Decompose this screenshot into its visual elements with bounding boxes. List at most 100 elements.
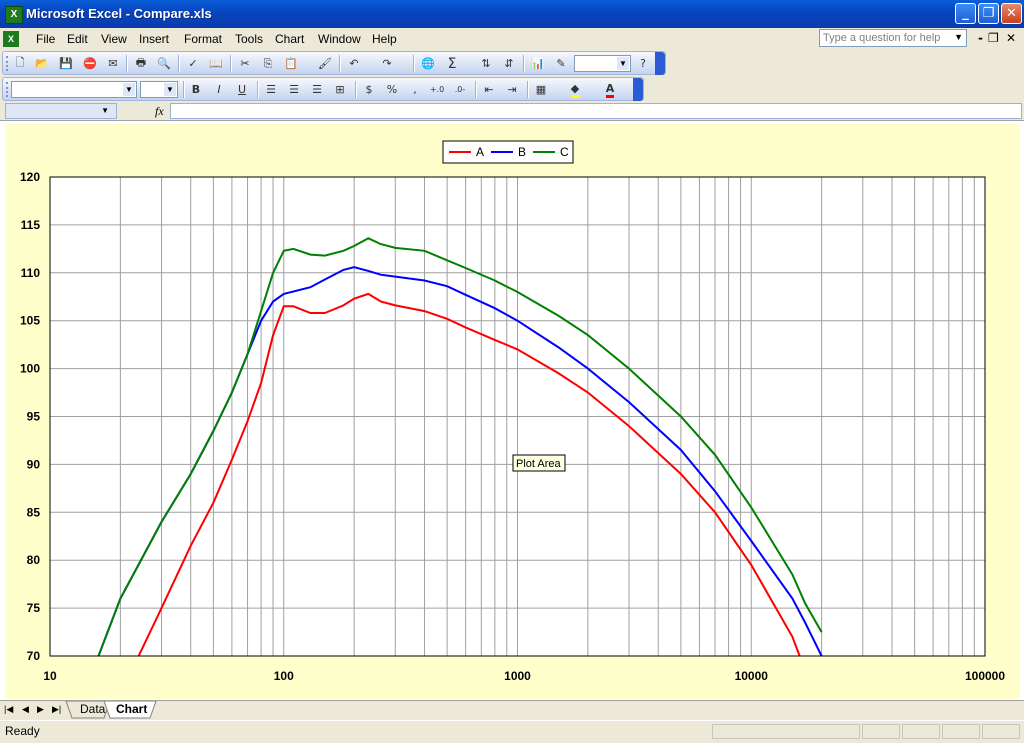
chevron-down-icon[interactable]: ▼ bbox=[101, 106, 109, 115]
maximize-button[interactable]: ❐ bbox=[978, 3, 999, 24]
email-icon[interactable]: ✉ bbox=[108, 57, 118, 70]
decrease-decimal-button[interactable]: .0- bbox=[454, 85, 466, 94]
help-search-box[interactable]: Type a question for help ▼ bbox=[819, 29, 967, 47]
spelling-icon[interactable]: ✓ bbox=[188, 57, 198, 70]
italic-button[interactable]: I bbox=[217, 83, 221, 96]
menu-view[interactable]: View bbox=[101, 32, 127, 46]
status-cell bbox=[942, 724, 980, 739]
decrease-indent-icon[interactable]: ⇤ bbox=[484, 83, 494, 96]
save-icon[interactable]: 💾 bbox=[59, 57, 73, 70]
y-tick-label: 105 bbox=[20, 314, 40, 328]
align-left-icon[interactable]: ☰ bbox=[266, 83, 276, 96]
workbook-icon[interactable]: X bbox=[3, 31, 19, 47]
drawing-icon[interactable]: ✎ bbox=[556, 57, 566, 70]
menu-help[interactable]: Help bbox=[372, 32, 397, 46]
menu-file[interactable]: File bbox=[36, 32, 56, 46]
comma-button[interactable]: , bbox=[413, 83, 417, 96]
hyperlink-icon[interactable]: 🌐 bbox=[421, 57, 435, 70]
cut-icon[interactable]: ✂ bbox=[240, 57, 250, 70]
last-sheet-button[interactable]: ▶| bbox=[52, 704, 62, 714]
fx-icon[interactable]: fx bbox=[155, 104, 164, 118]
chevron-down-icon[interactable]: ▼ bbox=[617, 57, 629, 70]
standard-toolbar: 🗋 📂 💾 ⛔ ✉ 🖶 🔍 ✓ 📖 ✂ ⎘ 📋 🖌 ↶ ↷ 🌐 Σ ⇅ ⇵ 📊 … bbox=[2, 51, 666, 75]
tab-chart[interactable]: Chart bbox=[116, 702, 148, 716]
y-tick-label: 115 bbox=[21, 218, 41, 232]
increase-indent-icon[interactable]: ⇥ bbox=[507, 83, 517, 96]
window-title: Microsoft Excel - Compare.xls bbox=[26, 6, 212, 21]
next-sheet-button[interactable]: ▶ bbox=[37, 704, 44, 714]
first-sheet-button[interactable]: |◀ bbox=[4, 704, 14, 714]
menu-insert[interactable]: Insert bbox=[139, 32, 170, 46]
redo-icon[interactable]: ↷ bbox=[382, 57, 392, 70]
minimize-button[interactable]: _ bbox=[955, 3, 976, 24]
underline-button[interactable]: U bbox=[237, 83, 247, 96]
tooltip-text: Plot Area bbox=[516, 458, 562, 470]
menu-chart[interactable]: Chart bbox=[275, 32, 305, 46]
excel-icon[interactable]: X bbox=[5, 6, 23, 24]
y-tick-label: 110 bbox=[21, 266, 41, 280]
menu-edit[interactable]: Edit bbox=[67, 32, 88, 46]
chevron-down-icon[interactable]: ▼ bbox=[123, 83, 135, 96]
toolbar-grip[interactable] bbox=[6, 82, 10, 97]
borders-icon[interactable]: ▦ bbox=[535, 83, 547, 96]
status-cell bbox=[862, 724, 900, 739]
toolbar-separator bbox=[230, 55, 232, 72]
chart-wizard-icon[interactable]: 📊 bbox=[531, 57, 545, 70]
chevron-down-icon[interactable]: ▼ bbox=[954, 32, 963, 42]
menu-window[interactable]: Window bbox=[318, 32, 361, 46]
help-icon[interactable]: ? bbox=[640, 57, 646, 70]
font-size-select[interactable]: ▼ bbox=[140, 81, 178, 98]
y-tick-label: 95 bbox=[27, 410, 41, 424]
menu-format[interactable]: Format bbox=[184, 32, 223, 46]
sort-descending-icon[interactable]: ⇵ bbox=[504, 57, 514, 70]
research-icon[interactable]: 📖 bbox=[209, 57, 223, 70]
format-painter-icon[interactable]: 🖌 bbox=[318, 57, 332, 70]
y-tick-label: 90 bbox=[27, 457, 41, 471]
status-text: Ready bbox=[5, 724, 40, 738]
copy-icon[interactable]: ⎘ bbox=[263, 56, 273, 70]
paste-icon[interactable]: 📋 bbox=[284, 57, 298, 70]
merge-center-icon[interactable]: ⊞ bbox=[335, 83, 345, 96]
percent-button[interactable]: % bbox=[386, 83, 398, 96]
currency-button[interactable]: $ bbox=[365, 83, 373, 96]
close-button[interactable]: ✕ bbox=[1001, 3, 1022, 24]
y-tick-label: 100 bbox=[20, 362, 40, 376]
name-box[interactable]: ▼ bbox=[5, 103, 117, 119]
autosum-icon[interactable]: Σ bbox=[447, 55, 457, 72]
increase-decimal-button[interactable]: +.0 bbox=[429, 85, 445, 94]
workbook-restore-button[interactable]: ❐ bbox=[988, 31, 999, 45]
chart-area[interactable]: 70 75 80 85 90 95 100 105 110 115 120 10 100 1000 1000… bbox=[5, 124, 1020, 699]
tab-data[interactable]: Data bbox=[80, 702, 106, 716]
x-tick-label: 100000 bbox=[965, 669, 1005, 683]
menu-tools[interactable]: Tools bbox=[235, 32, 264, 46]
y-tick-label: 120 bbox=[20, 170, 40, 184]
formula-input[interactable] bbox=[170, 103, 1022, 119]
workbook-minimize-button[interactable]: - bbox=[978, 31, 983, 45]
prev-sheet-button[interactable]: ◀ bbox=[22, 704, 29, 714]
bold-button[interactable]: B bbox=[191, 83, 201, 96]
print-preview-icon[interactable]: 🔍 bbox=[157, 57, 171, 70]
fill-color-icon[interactable]: ◆ bbox=[566, 81, 584, 98]
chevron-down-icon[interactable]: ▼ bbox=[164, 83, 176, 96]
status-cell bbox=[712, 724, 860, 739]
zoom-select[interactable]: ▼ bbox=[574, 55, 631, 72]
open-icon[interactable]: 📂 bbox=[35, 57, 49, 70]
sort-ascending-icon[interactable]: ⇅ bbox=[481, 57, 491, 70]
toolbar-separator bbox=[527, 81, 529, 98]
font-name-select[interactable]: ▼ bbox=[11, 81, 137, 98]
print-icon[interactable]: 🖶 bbox=[135, 56, 147, 69]
workbook-close-button[interactable]: ✕ bbox=[1006, 31, 1017, 45]
y-tick-label: 75 bbox=[27, 601, 41, 615]
x-tick-label: 1000 bbox=[504, 669, 531, 683]
align-right-icon[interactable]: ☰ bbox=[312, 83, 322, 96]
new-icon[interactable]: 🗋 bbox=[15, 56, 25, 69]
toolbar-options-button[interactable] bbox=[633, 78, 643, 101]
font-color-icon[interactable]: A bbox=[601, 81, 619, 98]
undo-icon[interactable]: ↶ bbox=[349, 57, 359, 70]
toolbar-grip[interactable] bbox=[6, 56, 10, 71]
series-line-a bbox=[137, 292, 801, 656]
permission-icon[interactable]: ⛔ bbox=[83, 57, 97, 70]
toolbar-separator bbox=[257, 81, 259, 98]
toolbar-options-button[interactable] bbox=[655, 52, 665, 75]
align-center-icon[interactable]: ☰ bbox=[289, 83, 299, 96]
